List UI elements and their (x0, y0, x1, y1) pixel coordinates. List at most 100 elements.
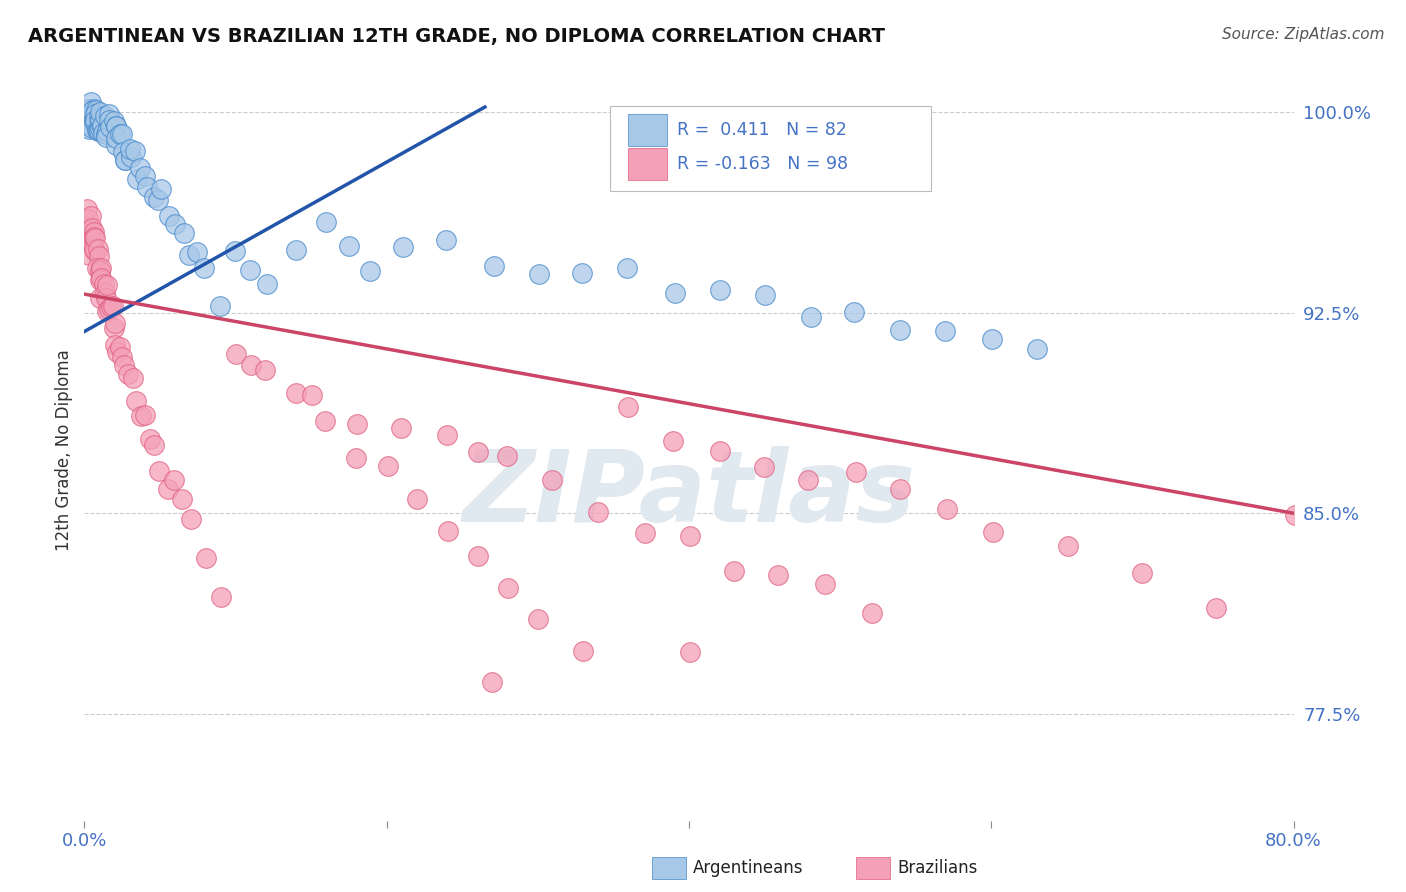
Point (165, 217, 187, 231)
Point (284, 244, 307, 258)
Point (79, 95, 101, 109)
Point (101, 299, 124, 313)
Point (139, 432, 162, 446)
Point (84, 103, 107, 118)
Point (225, 347, 247, 361)
Point (797, 473, 820, 487)
Point (98, 120, 121, 135)
Point (120, 150, 142, 164)
Point (111, 350, 134, 364)
Point (239, 263, 262, 277)
Point (211, 590, 233, 604)
Point (845, 465, 868, 479)
Point (634, 525, 657, 540)
Point (134, 408, 156, 422)
Point (253, 363, 276, 377)
Point (77, 122, 100, 136)
Point (434, 234, 457, 248)
Point (89, 263, 111, 277)
Point (467, 549, 489, 563)
Point (91, 120, 114, 134)
Point (163, 473, 186, 487)
Text: Source: ZipAtlas.com: Source: ZipAtlas.com (1222, 27, 1385, 42)
Point (124, 144, 146, 158)
Point (91, 119, 114, 133)
Point (73, 222, 96, 236)
Point (436, 428, 458, 442)
Point (83, 225, 105, 239)
Text: R = -0.163   N = 98: R = -0.163 N = 98 (676, 155, 848, 173)
Point (377, 459, 399, 474)
Point (889, 482, 911, 496)
Point (114, 153, 136, 167)
Point (405, 491, 427, 506)
Point (91, 126, 114, 140)
Point (75, 219, 97, 234)
Point (389, 421, 412, 435)
Point (143, 438, 166, 452)
Point (94, 286, 117, 301)
Point (301, 388, 323, 402)
Point (315, 215, 337, 229)
Point (284, 385, 307, 400)
Point (157, 482, 180, 496)
Point (90, 261, 112, 276)
Point (1026, 343, 1049, 357)
Point (391, 239, 413, 253)
Point (662, 434, 685, 448)
Point (90, 271, 112, 285)
Point (86, 123, 108, 137)
Point (936, 501, 959, 516)
FancyBboxPatch shape (628, 113, 668, 146)
Point (89, 272, 111, 286)
Point (125, 393, 148, 408)
Point (79, 113, 101, 128)
Point (98, 302, 121, 317)
Point (94, 292, 117, 306)
Point (94, 128, 117, 142)
Point (79, 223, 101, 237)
Point (186, 245, 208, 260)
Point (96, 278, 118, 293)
FancyBboxPatch shape (628, 148, 668, 180)
Text: Argentineans: Argentineans (693, 859, 804, 877)
Point (114, 153, 136, 168)
Point (80, 233, 103, 247)
Point (664, 285, 686, 300)
Point (83, 113, 105, 128)
Text: ZIPatlas: ZIPatlas (463, 446, 915, 543)
Point (76, 202, 98, 217)
Point (1284, 508, 1306, 522)
Point (104, 119, 127, 133)
Point (89, 121, 111, 136)
Point (467, 444, 489, 458)
Point (125, 172, 148, 186)
Point (157, 209, 180, 223)
Point (481, 674, 503, 689)
Point (84, 107, 107, 121)
Point (104, 137, 127, 152)
Point (108, 127, 131, 141)
Point (89, 292, 111, 306)
Point (89, 113, 111, 128)
Point (77, 223, 100, 237)
Point (98, 113, 121, 128)
Point (134, 169, 156, 183)
Point (86, 106, 108, 120)
Point (105, 131, 128, 145)
Text: ARGENTINEAN VS BRAZILIAN 12TH GRADE, NO DIPLOMA CORRELATION CHART: ARGENTINEAN VS BRAZILIAN 12TH GRADE, NO … (28, 27, 886, 45)
Point (527, 612, 550, 626)
Point (256, 277, 278, 291)
Y-axis label: 12th Grade, No Diploma: 12th Grade, No Diploma (55, 350, 73, 551)
Point (82, 120, 104, 135)
Point (83, 244, 105, 259)
Point (94, 130, 117, 145)
Point (129, 409, 152, 424)
Point (541, 473, 564, 487)
Point (146, 193, 169, 207)
Text: Brazilians: Brazilians (897, 859, 977, 877)
Point (80, 103, 103, 118)
Point (79, 248, 101, 262)
Point (103, 321, 125, 335)
Point (87, 242, 110, 256)
